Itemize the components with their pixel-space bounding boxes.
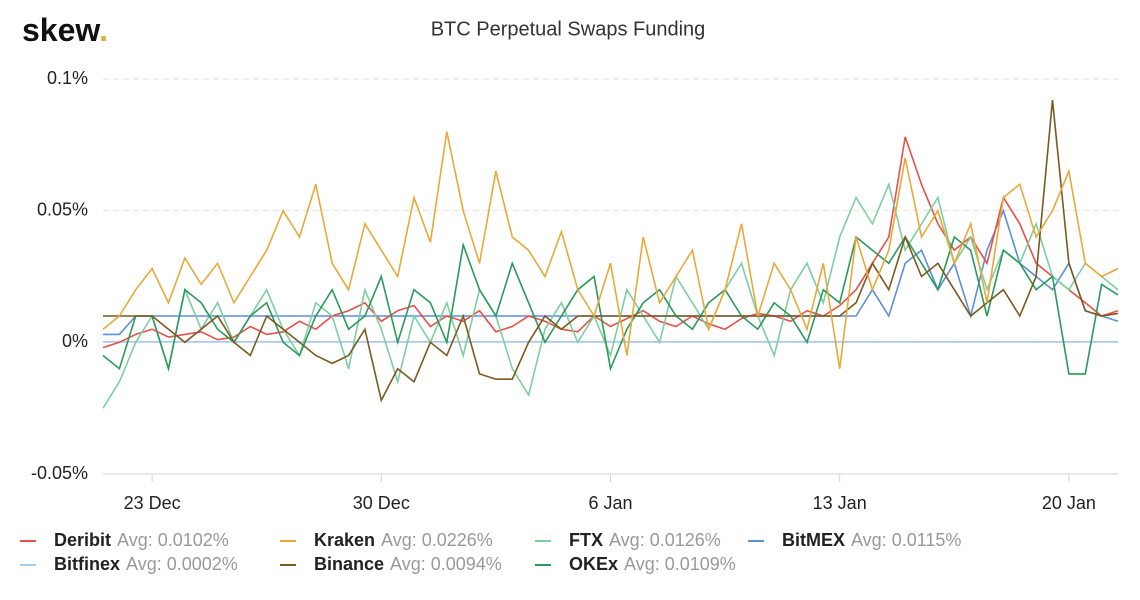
series-line (103, 100, 1119, 403)
legend-avg: Avg: 0.0002% (126, 554, 238, 574)
y-tick-label: -0.05% (31, 463, 88, 483)
legend-label: OKEx Avg: 0.0109% (569, 554, 736, 574)
x-tick-label: 13 Jan (813, 493, 867, 513)
x-tick-label: 6 Jan (588, 493, 632, 513)
logo: skew. (22, 12, 108, 48)
x-tick-label: 20 Jan (1042, 493, 1096, 513)
logo-dot: . (99, 12, 108, 48)
legend-label: Binance Avg: 0.0094% (314, 554, 502, 574)
legend-name: OKEx (569, 554, 618, 574)
legend-label: BitMEX Avg: 0.0115% (782, 530, 961, 550)
legend-item: OKEx Avg: 0.0109% (535, 554, 736, 574)
legend-name: Kraken (314, 530, 375, 550)
legend-item: FTX Avg: 0.0126% (535, 530, 721, 550)
x-tick-label: 30 Dec (353, 493, 410, 513)
x-tick-label: 23 Dec (124, 493, 181, 513)
y-tick-label: 0.1% (47, 68, 88, 88)
legend-name: BitMEX (782, 530, 845, 550)
series-line (102, 131, 1119, 369)
series-line (102, 235, 1119, 375)
legend-name: Bitfinex (54, 554, 120, 574)
logo-name: skew (22, 12, 100, 48)
chart-title: BTC Perpetual Swaps Funding (431, 18, 706, 40)
legend-label: Bitfinex Avg: 0.0002% (54, 554, 238, 574)
legend-avg: Avg: 0.0094% (390, 554, 502, 574)
legend-item: Bitfinex Avg: 0.0002% (20, 554, 238, 574)
y-tick-label: 0.05% (37, 199, 88, 219)
series-line (102, 181, 1119, 409)
legend-item: Binance Avg: 0.0094% (280, 554, 502, 574)
legend-label: Deribit Avg: 0.0102% (54, 530, 229, 550)
legend-item: Kraken Avg: 0.0226% (280, 530, 493, 550)
legend-name: FTX (569, 530, 603, 550)
legend-label: Kraken Avg: 0.0226% (314, 530, 493, 550)
y-tick-label: 0% (62, 331, 88, 351)
legend-avg: Avg: 0.0102% (117, 530, 229, 550)
legend-avg: Avg: 0.0109% (624, 554, 736, 574)
legend-avg: Avg: 0.0115% (851, 530, 961, 550)
legend-item: BitMEX Avg: 0.0115% (748, 530, 961, 550)
legend-item: Deribit Avg: 0.0102% (20, 530, 229, 550)
legend-label: FTX Avg: 0.0126% (569, 530, 721, 550)
legend-name: Binance (314, 554, 384, 574)
legend-name: Deribit (54, 530, 111, 550)
legend-avg: Avg: 0.0126% (609, 530, 721, 550)
legend-avg: Avg: 0.0226% (381, 530, 493, 550)
